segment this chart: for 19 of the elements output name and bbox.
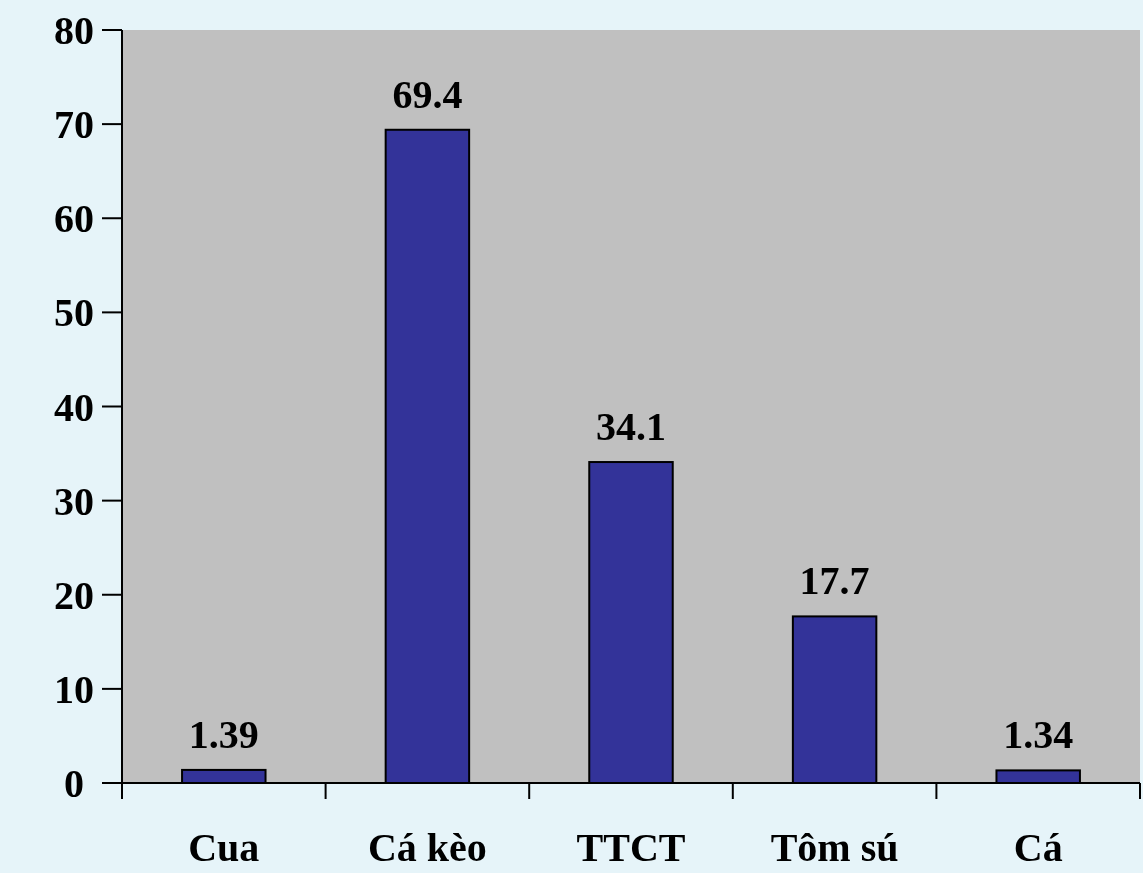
- y-tick-label: 80: [54, 8, 94, 53]
- x-tick-label: Cua: [188, 825, 260, 870]
- x-tick-label: Cá kèo: [367, 825, 487, 870]
- data-label: 17.7: [799, 558, 870, 604]
- y-tick-label: 20: [54, 572, 94, 618]
- y-tick-label: 10: [54, 666, 94, 712]
- y-tick-label: 60: [54, 196, 94, 242]
- data-label: 69.4: [392, 71, 463, 117]
- x-tick-label: Cá: [1013, 825, 1063, 870]
- data-label: 1.34: [1003, 712, 1074, 758]
- y-tick-label: 0: [64, 761, 84, 806]
- y-tick-label: 40: [54, 384, 94, 430]
- data-label: 1.39: [188, 711, 259, 757]
- y-tick-label: 70: [54, 102, 94, 148]
- data-label: 34.1: [596, 404, 666, 450]
- x-tick-label: Tôm sú: [770, 825, 899, 870]
- y-tick-label: 50: [54, 290, 94, 336]
- x-tick-label: TTCT: [576, 825, 686, 870]
- y-tick-label: 30: [54, 478, 94, 524]
